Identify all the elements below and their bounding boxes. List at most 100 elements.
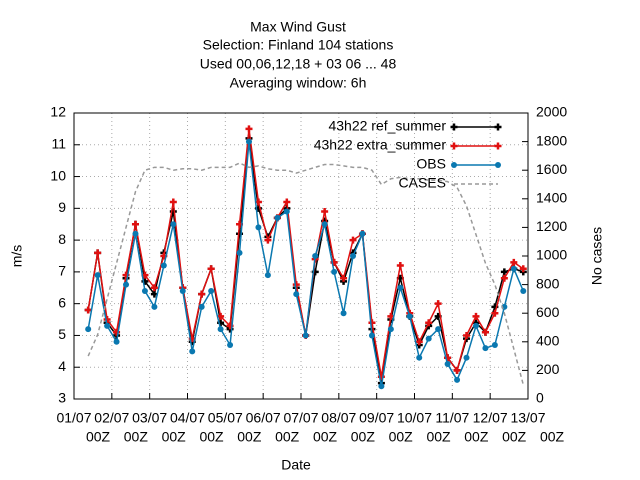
data-point — [169, 198, 177, 206]
data-point — [189, 348, 196, 355]
x-tick-label: 06/07 — [246, 410, 281, 426]
y2-tick-label: 1800 — [536, 132, 567, 148]
data-point — [491, 309, 499, 317]
data-point — [123, 281, 130, 288]
series-line — [87, 162, 524, 385]
data-point — [340, 274, 348, 282]
data-point — [500, 274, 508, 282]
data-point — [227, 341, 234, 348]
y-tick-label: 8 — [58, 231, 66, 247]
y-tick-label: 3 — [58, 390, 66, 406]
data-point — [198, 290, 206, 298]
data-point — [217, 312, 225, 320]
chart-title: Max Wind Gust — [250, 19, 346, 35]
x-tick-label: 00Z — [162, 429, 187, 445]
data-point — [444, 361, 451, 368]
data-point — [151, 303, 158, 310]
x-tick-label: 00Z — [464, 429, 489, 445]
data-point — [491, 341, 498, 348]
data-point — [283, 208, 290, 215]
data-point — [463, 354, 470, 361]
data-point — [397, 284, 404, 291]
data-point — [160, 262, 167, 269]
legend-label: 43h22 extra_summer — [314, 137, 447, 153]
data-point — [170, 221, 177, 228]
x-tick-label: 02/07 — [94, 410, 129, 426]
x-tick-label: 00Z — [351, 429, 376, 445]
x-tick-label: 00Z — [426, 429, 451, 445]
legend-marker — [495, 162, 501, 168]
data-point — [321, 208, 329, 216]
y2-tick-label: 0 — [536, 390, 544, 406]
data-point — [302, 332, 309, 339]
y-tick-label: 7 — [58, 263, 66, 279]
y-tick-label: 12 — [50, 104, 66, 120]
data-point — [510, 258, 518, 266]
x-tick-label: 07/07 — [283, 410, 318, 426]
legend-marker — [494, 123, 502, 131]
data-point — [425, 335, 432, 342]
data-point — [500, 268, 508, 276]
x-tick-label: 10/07 — [397, 410, 432, 426]
legend-marker — [450, 123, 458, 131]
data-point — [131, 220, 139, 228]
x-tick-label: 00Z — [237, 429, 262, 445]
legend-marker — [450, 142, 458, 150]
data-point — [331, 268, 338, 275]
chart-subtitle: Used 00,06,12,18 + 03 06 ... 48 — [200, 56, 397, 72]
series-line — [87, 128, 524, 377]
y2-tick-label: 600 — [536, 304, 560, 320]
y-tick-label: 5 — [58, 326, 66, 342]
x-tick-label: 08/07 — [321, 410, 356, 426]
data-point — [104, 322, 111, 329]
x-tick-label: 04/07 — [170, 410, 205, 426]
y-tick-label: 11 — [51, 135, 66, 151]
y2-tick-label: 2000 — [536, 104, 567, 120]
data-point — [519, 265, 527, 273]
legend-label: 43h22 ref_summer — [328, 118, 446, 134]
series-line — [87, 138, 524, 384]
x-tick-label: 05/07 — [208, 410, 243, 426]
data-point — [198, 303, 205, 310]
data-point — [321, 221, 328, 228]
legend-label: OBS — [416, 156, 446, 172]
data-point — [179, 287, 186, 294]
y2-tick-label: 1000 — [536, 247, 567, 263]
y2-tick-label: 800 — [536, 275, 560, 291]
y-axis-label: m/s — [9, 245, 25, 268]
data-point — [150, 284, 158, 292]
data-point — [349, 236, 357, 244]
x-tick-label: 13/07 — [510, 410, 545, 426]
data-point — [453, 366, 461, 374]
x-tick-label: 09/07 — [359, 410, 394, 426]
data-point — [463, 331, 471, 339]
data-point — [387, 326, 394, 333]
data-point — [85, 326, 92, 333]
data-point — [510, 265, 517, 272]
chart-subtitle: Selection: Finland 104 stations — [203, 37, 394, 53]
y2-axis-label: No cases — [589, 227, 605, 285]
data-point — [255, 224, 262, 231]
data-point — [141, 287, 148, 294]
data-point — [94, 272, 101, 279]
x-tick-label: 00Z — [124, 429, 149, 445]
y2-tick-label: 1200 — [536, 218, 567, 234]
y-tick-label: 6 — [58, 294, 66, 310]
y2-tick-label: 1600 — [536, 161, 567, 177]
data-point — [292, 281, 300, 289]
x-tick-label: 00Z — [540, 429, 565, 445]
data-point — [208, 287, 215, 294]
y-tick-label: 4 — [58, 358, 66, 374]
data-point — [113, 338, 120, 345]
data-point — [274, 214, 281, 221]
data-point — [481, 328, 489, 336]
data-point — [416, 354, 423, 361]
data-point — [132, 230, 139, 237]
data-point — [283, 198, 291, 206]
plot-frame — [73, 112, 529, 400]
chart-subtitle: Averaging window: 6h — [230, 75, 367, 91]
data-point — [425, 319, 433, 327]
data-point — [454, 376, 461, 383]
data-point — [84, 306, 92, 314]
